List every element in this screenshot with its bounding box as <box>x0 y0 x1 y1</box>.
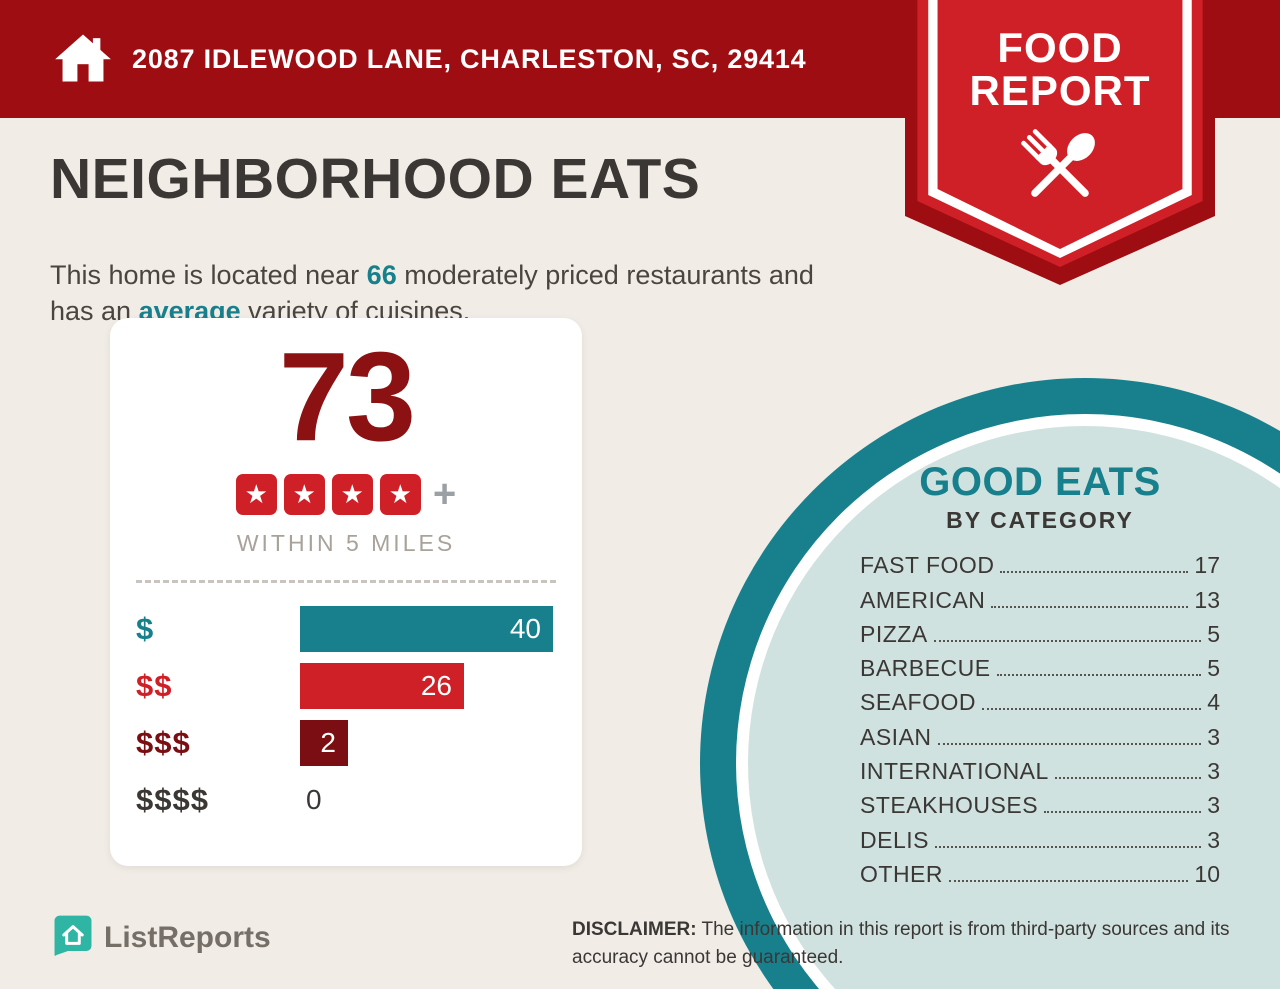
category-value: 3 <box>1207 826 1220 853</box>
bar-value: 40 <box>509 613 541 644</box>
bar-value: 0 <box>306 784 322 815</box>
dotted-leader <box>991 605 1189 608</box>
category-name: FAST FOOD <box>860 552 995 579</box>
category-row: DELIS 3 <box>860 822 1220 856</box>
spoon-fork-icon <box>1007 115 1113 221</box>
ribbon-title-line1: FOOD <box>997 24 1123 71</box>
price-bar: 40 <box>300 606 553 652</box>
restaurant-count-highlight: 66 <box>366 260 397 290</box>
category-name: STEAKHOUSES <box>860 792 1039 819</box>
price-row: $$ 26 <box>136 663 556 709</box>
price-row: $$$$ 0 <box>136 777 556 823</box>
category-name: OTHER <box>860 860 943 887</box>
price-bar: 2 <box>300 720 348 766</box>
category-value: 13 <box>1194 586 1220 613</box>
disclaimer-text: DISCLAIMER: The information in this repo… <box>572 916 1234 971</box>
dotted-leader <box>937 742 1202 745</box>
restaurant-count-card: 73 ★ ★ ★ ★ + WITHIN 5 MILES $40 $$ 26 $$$ 2 $$$$ 0 <box>110 318 582 866</box>
category-row: PIZZA 5 <box>860 617 1220 651</box>
category-row: BARBECUE 5 <box>860 651 1220 685</box>
dotted-leader <box>996 674 1202 677</box>
bar-value: 2 <box>320 727 336 758</box>
radius-label: WITHIN 5 MILES <box>236 530 456 556</box>
dotted-leader <box>949 879 1189 882</box>
ribbon-inner-layer <box>937 0 1183 249</box>
dotted-leader <box>1000 571 1189 574</box>
listreports-logo: ListReports <box>52 914 271 961</box>
page-title: NEIGHBORHOOD EATS <box>50 147 701 211</box>
bar-value: 26 <box>420 670 452 701</box>
category-value: 3 <box>1207 758 1220 785</box>
star-icon: ★ <box>235 474 277 515</box>
disclaimer-body: The information in this report is from t… <box>572 919 1230 968</box>
dotted-leader <box>981 708 1202 711</box>
category-name: SEAFOOD <box>860 689 976 716</box>
dotted-leader <box>933 639 1202 642</box>
price-bar: 26 <box>300 663 464 709</box>
category-list: FAST FOOD 17 AMERICAN 13 PIZZA 5 BARBECUE 5 SEAF… <box>860 548 1220 891</box>
intro-segment: This home is located near <box>50 260 367 290</box>
star-icon: ★ <box>283 474 325 515</box>
price-row: $$$ 2 <box>136 720 556 766</box>
price-level-label: $$$ <box>136 725 191 760</box>
good-eats-title: GOOD EATS <box>919 460 1161 504</box>
category-value: 5 <box>1207 620 1220 647</box>
total-restaurants-value: 73 <box>278 326 416 467</box>
ribbon-title: FOOD REPORT <box>905 26 1215 113</box>
property-address: 2087 IDLEWOOD LANE, CHARLESTON, SC, 2941… <box>132 43 807 74</box>
disclaimer-label: DISCLAIMER: <box>572 919 697 940</box>
category-name: BARBECUE <box>860 655 991 682</box>
category-value: 3 <box>1207 723 1220 750</box>
category-row: STEAKHOUSES 3 <box>860 788 1220 822</box>
category-name: AMERICAN <box>860 586 986 613</box>
intro-segment: moderately priced restaurants and <box>396 260 814 290</box>
star-icon: ★ <box>331 474 373 515</box>
category-name: PIZZA <box>860 620 928 647</box>
listreports-house-icon <box>52 914 94 961</box>
star-icon: ★ <box>379 474 421 515</box>
category-value: 3 <box>1207 792 1220 819</box>
stars-row: ★ ★ ★ ★ + <box>110 474 582 515</box>
home-icon <box>52 27 114 89</box>
price-row: $40 <box>136 606 556 652</box>
dotted-leader <box>1044 811 1202 814</box>
food-report-ribbon: FOOD REPORT <box>905 0 1215 300</box>
dashed-divider <box>136 580 556 583</box>
ribbon-title-line2: REPORT <box>969 67 1151 115</box>
listreports-wordmark: ListReports <box>104 920 271 954</box>
category-row: AMERICAN 13 <box>860 582 1220 616</box>
category-name: ASIAN <box>860 723 932 750</box>
category-row: INTERNATIONAL 3 <box>860 754 1220 788</box>
price-level-label: $$ <box>136 668 173 703</box>
category-name: DELIS <box>860 826 929 853</box>
price-level-label: $$$$ <box>136 782 209 817</box>
dotted-leader <box>934 845 1202 848</box>
category-value: 5 <box>1207 655 1220 682</box>
good-eats-subtitle: BY CATEGORY <box>946 507 1134 533</box>
category-row: ASIAN 3 <box>860 719 1220 753</box>
category-row: FAST FOOD 17 <box>860 548 1220 582</box>
category-name: INTERNATIONAL <box>860 758 1049 785</box>
category-row: OTHER 10 <box>860 857 1220 891</box>
dotted-leader <box>1054 777 1202 780</box>
category-row: SEAFOOD 4 <box>860 685 1220 719</box>
category-value: 17 <box>1194 552 1220 579</box>
price-level-chart: $40 $$ 26 $$$ 2 $$$$ 0 <box>136 606 556 823</box>
plus-sign: + <box>432 472 457 516</box>
category-value: 10 <box>1194 860 1220 887</box>
category-value: 4 <box>1207 689 1220 716</box>
price-level-label: $ <box>136 611 155 646</box>
